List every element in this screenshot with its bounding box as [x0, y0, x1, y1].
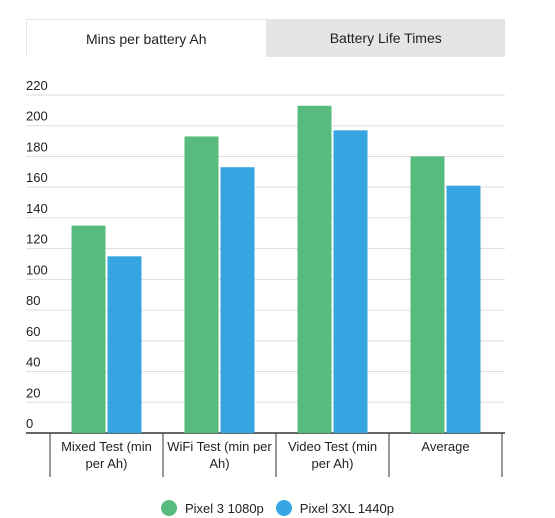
legend-swatch — [275, 500, 292, 516]
bar-2 — [107, 256, 142, 433]
x-category-label: Average — [421, 439, 469, 454]
y-tick-label: 160 — [26, 170, 48, 185]
tab-bar: Mins per battery Ah Battery Life Times — [26, 19, 505, 57]
y-tick-label: 40 — [26, 355, 40, 370]
x-category-label: WiFi Test (min per — [167, 439, 272, 454]
legend-item-series-2[interactable]: Pixel 3XL 1440p — [275, 500, 394, 516]
y-tick-label: 140 — [26, 201, 48, 216]
x-category-label: Video Test (min — [288, 439, 377, 454]
bar-2 — [333, 130, 368, 433]
y-tick-label: 20 — [26, 385, 40, 400]
bar-2 — [220, 167, 255, 433]
legend-label: Pixel 3XL 1440p — [299, 500, 394, 516]
tab-label: Battery Life Times — [329, 30, 442, 46]
y-tick-label: 180 — [26, 139, 48, 154]
legend: Pixel 3 1080p Pixel 3XL 1440p — [0, 500, 555, 516]
bar-chart: 0 20 40 60 80 100 120 140 160 180 200 220 Mixed Test… — [26, 78, 505, 477]
bar-1 — [410, 156, 445, 434]
y-tick-label: 200 — [26, 109, 48, 124]
y-tick-label: 120 — [26, 232, 48, 247]
x-category-label: per Ah) — [86, 456, 128, 471]
y-tick-label: 100 — [26, 262, 48, 277]
tab-mins-per-battery[interactable]: Mins per battery Ah — [26, 19, 267, 57]
bar-2 — [446, 185, 481, 433]
y-tick-label: 60 — [26, 324, 40, 339]
bar-1 — [297, 105, 332, 433]
x-category-label: Ah) — [209, 456, 229, 471]
legend-swatch — [161, 500, 177, 516]
tab-battery-life-times[interactable]: Battery Life Times — [267, 19, 506, 57]
bar-1 — [71, 225, 106, 433]
y-tick-label: 80 — [26, 293, 40, 308]
x-category-label: per Ah) — [312, 456, 354, 471]
tab-label: Mins per battery Ah — [85, 30, 207, 47]
x-category-label: Mixed Test (min — [61, 439, 152, 454]
y-tick-label: 220 — [26, 78, 48, 93]
legend-label: Pixel 3 1080p — [185, 500, 264, 516]
y-tick-label: 0 — [26, 416, 33, 431]
bar-1 — [184, 136, 219, 433]
legend-item-series-1[interactable]: Pixel 3 1080p — [161, 500, 264, 516]
